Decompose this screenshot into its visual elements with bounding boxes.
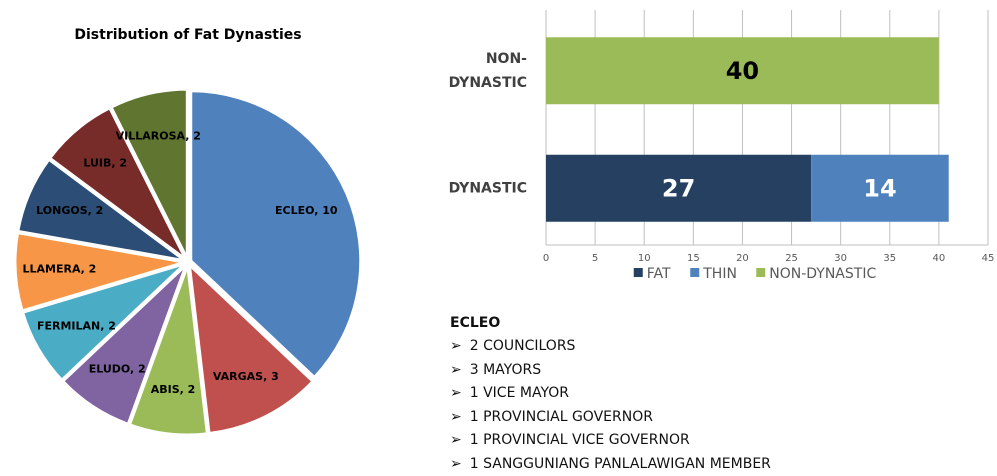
notes-list: 2 COUNCILORS3 MAYORS1 VICE MAYOR1 PROVIN… <box>450 335 771 476</box>
x-tick-label: 45 <box>982 253 995 264</box>
bar-label: 14 <box>863 174 896 202</box>
slice-label: LUIB, 2 <box>83 156 127 169</box>
legend-label: FAT <box>647 266 671 282</box>
notes-title: ECLEO <box>450 311 771 335</box>
note-item: 2 COUNCILORS <box>450 335 771 359</box>
legend-label: NON-DYNASTIC <box>769 266 876 282</box>
slice-label: LLAMERA, 2 <box>22 262 96 275</box>
x-tick-label: 25 <box>785 253 798 264</box>
slice-label: FERMILAN, 2 <box>37 319 116 332</box>
notes: ECLEO 2 COUNCILORS3 MAYORS1 VICE MAYOR1 … <box>450 311 771 476</box>
x-tick-label: 20 <box>736 253 749 264</box>
slice-label: VARGAS, 3 <box>213 370 279 383</box>
legend-swatch <box>690 268 699 277</box>
slice-label: VILLAROSA, 2 <box>116 130 201 143</box>
bar-label: 40 <box>726 57 759 85</box>
note-item: 1 SANGGUNIANG PANLALAWIGAN MEMBER <box>450 453 771 476</box>
bar-label: 27 <box>662 174 695 202</box>
legend-swatch <box>634 268 643 277</box>
x-tick-label: 0 <box>543 253 549 264</box>
x-tick-label: 30 <box>834 253 847 264</box>
note-item: 1 PROVINCIAL GOVERNOR <box>450 406 771 430</box>
slice-label: ECLEO, 10 <box>275 204 338 217</box>
note-item: 3 MAYORS <box>450 359 771 383</box>
x-tick-label: 15 <box>687 253 700 264</box>
legend-swatch <box>756 268 765 277</box>
slice-label: ABIS, 2 <box>151 383 196 396</box>
legend-label: THIN <box>702 266 737 282</box>
chart-title: Distribution of Fat Dynasties <box>74 27 301 43</box>
x-tick-label: 35 <box>883 253 896 264</box>
label-line: DYNASTIC <box>449 75 527 91</box>
x-tick-label: 5 <box>592 253 598 264</box>
slice-label: LONGOS, 2 <box>36 204 103 217</box>
slice-label: ELUDO, 2 <box>89 363 146 376</box>
note-item: 1 VICE MAYOR <box>450 382 771 406</box>
x-tick-label: 40 <box>933 253 946 264</box>
y-tick-label: DYNASTIC <box>449 180 527 196</box>
x-tick-label: 10 <box>638 253 651 264</box>
label-line: NON- <box>486 51 527 67</box>
y-tick-label: NON- DYNASTIC <box>449 51 528 91</box>
note-item: 1 PROVINCIAL VICE GOVERNOR <box>450 429 771 453</box>
